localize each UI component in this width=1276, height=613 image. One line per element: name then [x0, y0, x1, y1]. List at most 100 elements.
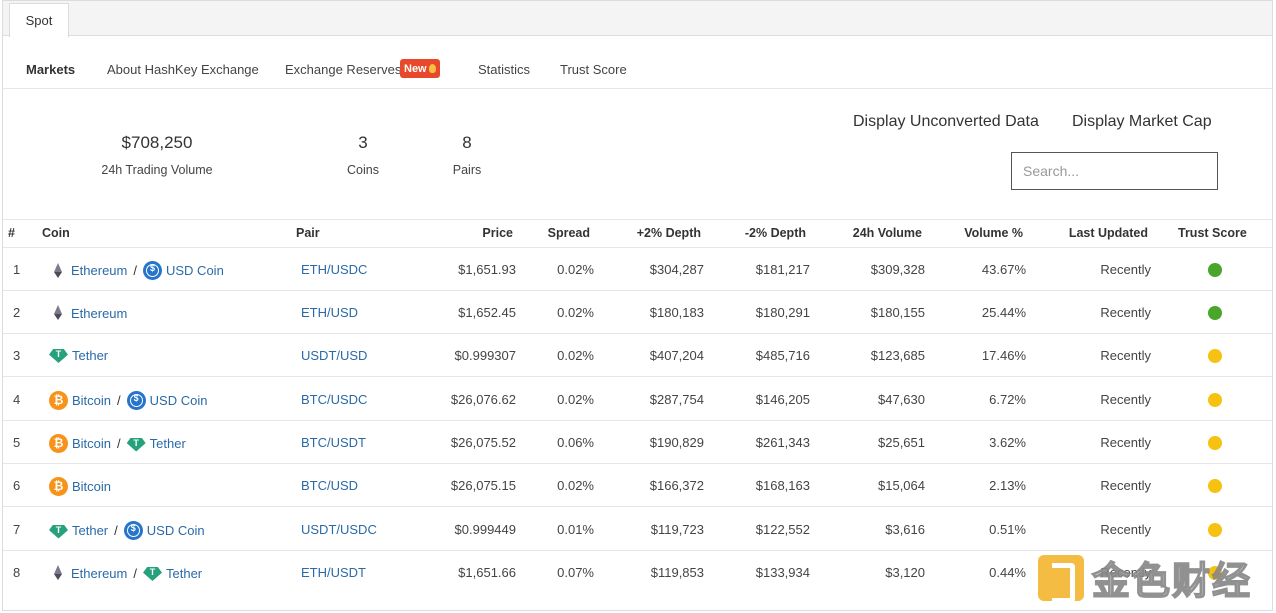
spread: 0.07% — [557, 565, 594, 580]
bitcoin-icon — [49, 434, 68, 453]
th-spread[interactable]: Spread — [547, 226, 590, 240]
coin-quote-link[interactable]: Tether — [166, 565, 203, 581]
coin-quote-link[interactable]: Tether — [149, 436, 186, 451]
th-number: # — [8, 226, 15, 240]
volume: $180,155 — [870, 305, 925, 320]
th-coin[interactable]: Coin — [42, 226, 70, 240]
coins-value: 3 — [358, 133, 368, 152]
pair-link[interactable]: BTC/USDC — [301, 392, 368, 407]
coin-base-link[interactable]: Bitcoin — [72, 436, 112, 451]
last-updated: Recently — [1100, 565, 1151, 580]
rank: 8 — [13, 565, 21, 580]
usd-coin-icon — [143, 261, 162, 280]
spread: 0.06% — [557, 435, 594, 450]
th-pair[interactable]: Pair — [296, 226, 320, 240]
ethereum-icon — [49, 564, 67, 582]
depth-minus: $133,934 — [755, 565, 810, 580]
depth-plus: $304,287 — [649, 262, 704, 277]
usd-coin-icon — [123, 521, 143, 540]
volume-pct: 6.72% — [989, 392, 1026, 407]
last-updated: Recently — [1100, 478, 1151, 493]
tether-icon — [49, 524, 68, 539]
subnav-exchange-reserves[interactable]: Exchange Reserves — [285, 62, 402, 77]
table-row: 4 Bitcoin / USD Coin BTC/USDC $26,076.62 0.02%… — [3, 378, 1272, 421]
spread: 0.02% — [557, 348, 594, 363]
coin-base-link[interactable]: Ethereum — [71, 565, 128, 581]
coin-quote-link[interactable]: USD Coin — [149, 393, 208, 408]
th-volume-pct[interactable]: Volume % — [964, 226, 1023, 240]
bitcoin-icon — [49, 477, 68, 496]
depth-plus: $287,754 — [649, 392, 704, 407]
pair-separator: / — [114, 523, 118, 538]
coin-base-link[interactable]: Ethereum — [71, 305, 128, 321]
rank: 5 — [13, 435, 21, 450]
coin-quote-link[interactable]: USD Coin — [146, 523, 205, 538]
th-last-updated[interactable]: Last Updated — [1068, 226, 1148, 240]
rank: 7 — [13, 522, 21, 537]
volume-pct: 0.51% — [989, 522, 1026, 537]
new-badge: New — [400, 59, 440, 78]
price: $1,652.45 — [458, 305, 516, 320]
table-row: 5 Bitcoin / Tether BTC/USDT $26,075.52 0.06% $1… — [3, 421, 1272, 464]
th-trust-score[interactable]: Trust Score — [1178, 226, 1247, 240]
display-market-cap-toggle[interactable]: Display Market Cap — [1072, 113, 1212, 130]
pair-separator: / — [133, 263, 137, 278]
pair-link[interactable]: BTC/USD — [301, 478, 359, 493]
volume-value: $708,250 — [121, 133, 193, 152]
subnav-trust-score[interactable]: Trust Score — [560, 62, 627, 77]
subnav-markets[interactable]: Markets — [26, 62, 76, 77]
spread: 0.02% — [557, 392, 594, 407]
depth-plus: $119,853 — [650, 565, 704, 580]
trust-score-dot — [1208, 479, 1222, 493]
coin-quote-link[interactable]: USD Coin — [166, 263, 224, 278]
subnav-statistics[interactable]: Statistics — [478, 62, 531, 77]
tab-bar: Spot — [2, 0, 1273, 38]
tether-icon — [143, 567, 162, 581]
coin-base-link[interactable]: Tether — [72, 347, 109, 363]
table-row: 8 Ethereum / Tether ETH/USDT $1,651.66 0.07% $1… — [3, 551, 1272, 594]
volume: $47,630 — [878, 392, 925, 407]
trust-score-dot — [1208, 263, 1222, 277]
coin-cell: Ethereum — [49, 304, 127, 322]
pair-link[interactable]: ETH/USDC — [301, 262, 368, 277]
th-volume[interactable]: 24h Volume — [852, 226, 922, 240]
pair-link[interactable]: ETH/USDT — [301, 565, 366, 580]
depth-minus: $122,552 — [755, 522, 810, 537]
price: $26,075.52 — [450, 435, 516, 450]
th-depth-minus[interactable]: -2% Depth — [744, 226, 806, 240]
pair-link[interactable]: BTC/USDT — [301, 435, 366, 450]
pairs-label: Pairs — [452, 163, 482, 177]
th-depth-plus[interactable]: +2% Depth — [636, 226, 701, 240]
th-price[interactable]: Price — [482, 226, 513, 240]
pair-separator: / — [117, 393, 121, 408]
table-row: 6 Bitcoin BTC/USD $26,075.15 0.02% $166,372 $1… — [3, 464, 1272, 507]
ethereum-icon — [49, 304, 67, 322]
depth-plus: $180,183 — [649, 305, 704, 320]
last-updated: Recently — [1100, 392, 1151, 407]
pair-separator: / — [117, 436, 121, 451]
last-updated: Recently — [1100, 305, 1151, 320]
coin-base-link[interactable]: Bitcoin — [72, 393, 112, 408]
coin-base-link[interactable]: Ethereum — [71, 263, 128, 278]
pair-link[interactable]: ETH/USD — [301, 305, 359, 320]
price: $1,651.66 — [458, 565, 516, 580]
table-row: 3 Tether USDT/USD $0.999307 0.02% $407,204 $48… — [3, 334, 1272, 377]
pair-link[interactable]: USDT/USD — [301, 348, 368, 363]
coin-base-link[interactable]: Bitcoin — [72, 479, 112, 494]
depth-minus: $146,205 — [755, 392, 810, 407]
volume: $123,685 — [870, 348, 925, 363]
tab-spot[interactable]: Spot — [9, 3, 69, 38]
trust-score-dot — [1208, 349, 1222, 363]
pair-link[interactable]: USDT/USDC — [301, 522, 377, 537]
tether-icon — [49, 349, 68, 363]
search-input[interactable] — [1011, 152, 1218, 190]
price: $0.999307 — [454, 348, 516, 363]
depth-minus: $181,217 — [755, 262, 810, 277]
table-row: 7 Tether / USD Coin USDT/USDC $0.999449 0.01% $… — [3, 508, 1272, 551]
coin-base-link[interactable]: Tether — [72, 523, 109, 538]
subnav-about[interactable]: About HashKey Exchange — [107, 62, 259, 77]
rank: 4 — [13, 392, 21, 407]
display-unconverted-toggle[interactable]: Display Unconverted Data — [853, 113, 1039, 130]
pair-separator: / — [133, 565, 137, 581]
